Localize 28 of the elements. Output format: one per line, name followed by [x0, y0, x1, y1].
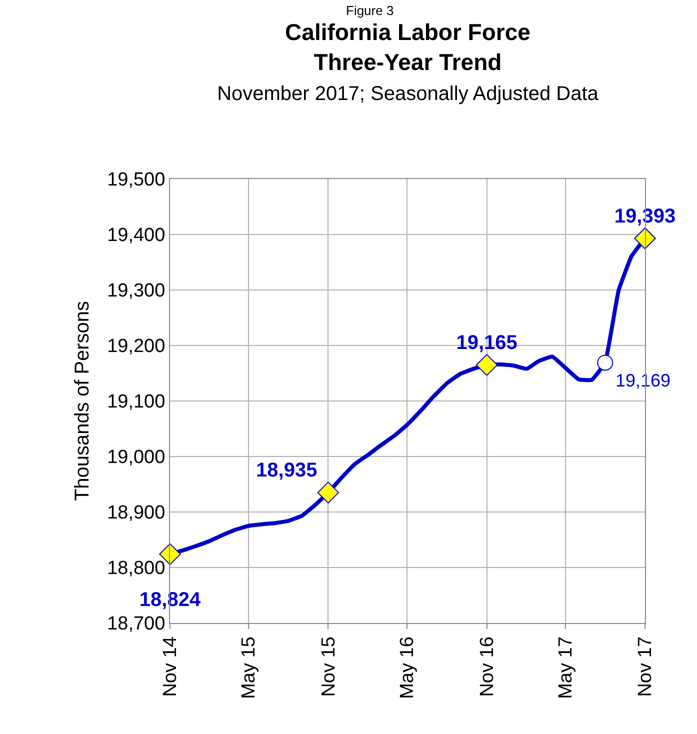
y-tick-label: 19,200: [107, 336, 166, 358]
y-tick-label: 18,900: [107, 502, 166, 524]
data-label: 18,824: [139, 589, 202, 612]
y-tick-label: 18,800: [107, 558, 166, 580]
y-tick-label: 19,300: [107, 280, 166, 302]
data-label: 18,935: [256, 460, 318, 482]
x-tick-label: May 15: [238, 636, 260, 699]
point: [476, 354, 498, 376]
caption: Figure 3: [346, 3, 394, 18]
chart-subtitle: November 2017; Seasonally Adjusted Data: [217, 82, 600, 105]
point: [634, 227, 656, 250]
point: [597, 354, 614, 371]
data-label: 19,165: [456, 332, 518, 354]
x-tick-label: Nov 16: [476, 636, 498, 697]
y-tick-label: 19,000: [107, 447, 166, 468]
x-tick-label: Nov 15: [318, 636, 340, 697]
data-label: 19,393: [614, 205, 676, 228]
chart-title: California Labor Force Three-Year Trend: [285, 19, 530, 75]
x-tick-label: May 16: [397, 636, 418, 699]
x-tick-label: May 17: [555, 636, 576, 699]
point: [317, 482, 340, 504]
y-tick-label: 19,400: [107, 225, 166, 246]
y-tick-label: 19,500: [107, 170, 166, 191]
y-tick-label: 19,100: [107, 392, 166, 413]
x-tick-label: Nov 17: [635, 636, 656, 697]
x-tick-label: Nov 14: [160, 636, 182, 697]
y-tick-label: 18,700: [107, 614, 166, 635]
y-axis-title: Thousands of Persons: [72, 300, 94, 502]
